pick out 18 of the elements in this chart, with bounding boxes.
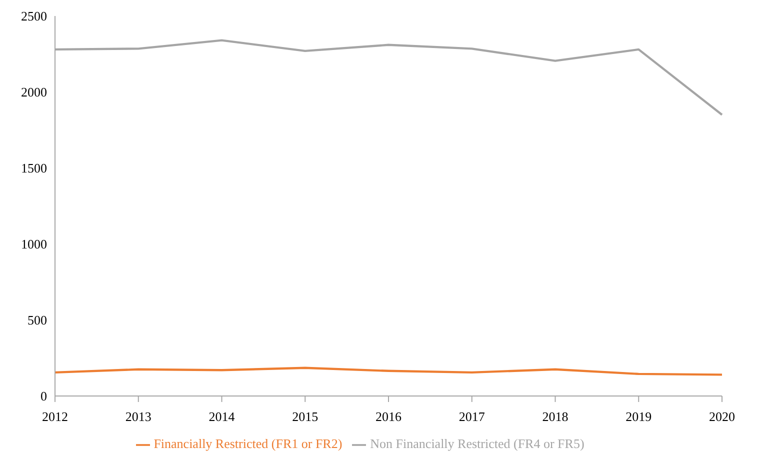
legend-label: Non Financially Restricted (FR4 or FR5) (370, 436, 584, 451)
y-tick-label: 500 (28, 312, 47, 328)
x-tick-label: 2013 (125, 409, 152, 424)
x-tick-label: 2016 (376, 409, 402, 424)
x-tick-label: 2019 (626, 409, 652, 424)
x-tick-label: 2012 (42, 409, 68, 424)
x-tick-label: 2018 (542, 409, 568, 424)
y-tick-label: 0 (40, 388, 47, 404)
x-tick-label: 2015 (292, 409, 318, 424)
y-tick-label: 2500 (21, 8, 47, 24)
y-tick-label: 2000 (21, 84, 47, 100)
legend-label: Financially Restricted (FR1 or FR2) (154, 436, 342, 451)
y-tick-label: 1500 (21, 160, 47, 176)
x-tick-label: 2014 (208, 409, 236, 424)
x-tick-label: 2020 (709, 409, 735, 424)
y-tick-label: 1000 (21, 236, 47, 252)
line-series (54, 366, 724, 376)
x-tick-label: 2017 (458, 409, 486, 424)
